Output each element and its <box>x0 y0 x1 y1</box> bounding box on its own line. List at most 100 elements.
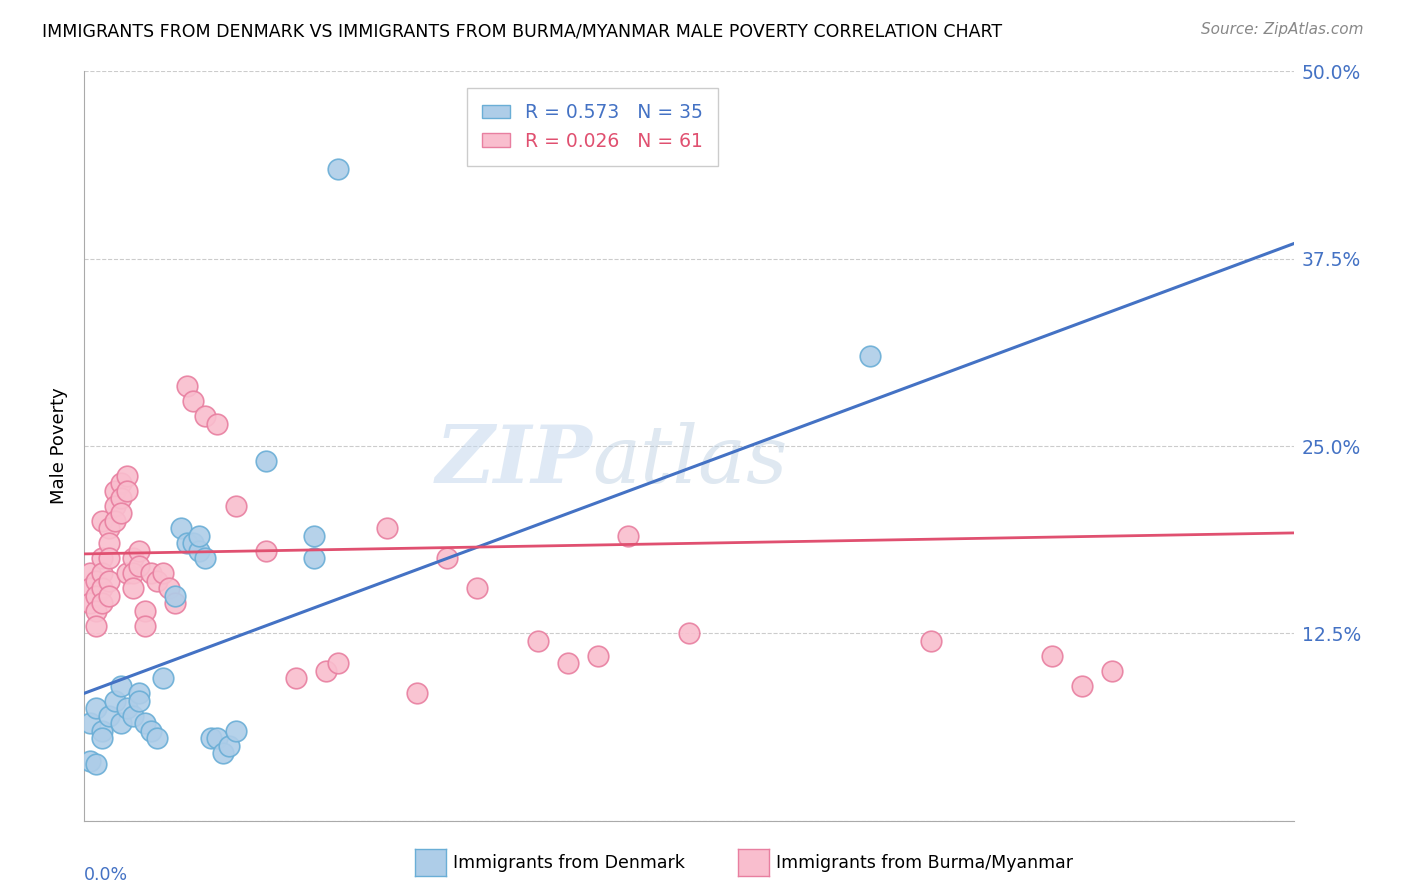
Point <box>225 499 247 513</box>
Point <box>194 551 217 566</box>
Text: 0.0%: 0.0% <box>84 865 128 884</box>
Point <box>86 701 108 715</box>
Point <box>1071 679 1094 693</box>
Text: Immigrants from Burma/Myanmar: Immigrants from Burma/Myanmar <box>776 854 1073 871</box>
Point <box>128 544 150 558</box>
Point <box>91 723 114 738</box>
Point <box>920 633 942 648</box>
Point <box>859 349 882 363</box>
Text: Immigrants from Denmark: Immigrants from Denmark <box>453 854 685 871</box>
Point <box>315 664 337 678</box>
Point <box>588 648 610 663</box>
Point <box>557 657 579 671</box>
Point <box>79 596 101 610</box>
Point <box>110 679 132 693</box>
Point <box>110 476 132 491</box>
Point <box>218 739 240 753</box>
Point <box>165 596 187 610</box>
Point <box>104 483 127 498</box>
Point <box>121 551 143 566</box>
Point <box>139 566 162 581</box>
Point <box>79 754 101 768</box>
Point <box>97 589 120 603</box>
Point <box>91 566 114 581</box>
Point <box>97 574 120 588</box>
Point <box>207 417 229 431</box>
Point <box>254 454 277 468</box>
Point <box>121 582 143 596</box>
Point <box>104 514 127 528</box>
Point <box>134 619 156 633</box>
Point <box>134 716 156 731</box>
Point <box>91 731 114 746</box>
Point <box>170 521 193 535</box>
Point <box>79 566 101 581</box>
Text: Source: ZipAtlas.com: Source: ZipAtlas.com <box>1201 22 1364 37</box>
Point <box>328 657 350 671</box>
Point <box>165 589 187 603</box>
Point <box>86 604 108 618</box>
Point <box>181 536 204 550</box>
Point <box>1040 648 1063 663</box>
Point <box>91 596 114 610</box>
Point <box>139 723 162 738</box>
Point <box>110 716 132 731</box>
Point <box>128 694 150 708</box>
Point <box>617 529 640 543</box>
Point <box>104 499 127 513</box>
Point <box>375 521 398 535</box>
Point <box>212 746 235 760</box>
Point <box>254 544 277 558</box>
Point <box>97 708 120 723</box>
Point <box>406 686 429 700</box>
Point <box>194 409 217 423</box>
Point <box>200 731 222 746</box>
Point <box>86 574 108 588</box>
Point <box>91 582 114 596</box>
Point <box>181 394 204 409</box>
Point <box>86 756 108 771</box>
Point <box>436 551 458 566</box>
Point <box>97 536 120 550</box>
Point <box>1101 664 1123 678</box>
Point <box>86 589 108 603</box>
Point <box>104 694 127 708</box>
Text: ZIP: ZIP <box>436 422 592 500</box>
Point <box>86 619 108 633</box>
Legend: R = 0.573   N = 35, R = 0.026   N = 61: R = 0.573 N = 35, R = 0.026 N = 61 <box>467 88 717 166</box>
Point <box>152 671 174 685</box>
Point <box>115 483 138 498</box>
Point <box>176 536 198 550</box>
Point <box>115 701 138 715</box>
Point <box>110 491 132 506</box>
Point <box>527 633 550 648</box>
Point <box>121 708 143 723</box>
Point <box>225 723 247 738</box>
Point <box>188 529 211 543</box>
Point <box>91 551 114 566</box>
Point <box>467 582 489 596</box>
Point <box>176 379 198 393</box>
Point <box>152 566 174 581</box>
Point <box>302 529 325 543</box>
Point <box>157 582 180 596</box>
Point <box>285 671 308 685</box>
Point <box>302 551 325 566</box>
Point <box>110 507 132 521</box>
Y-axis label: Male Poverty: Male Poverty <box>51 388 69 504</box>
Point <box>79 716 101 731</box>
Point <box>188 544 211 558</box>
Point <box>97 551 120 566</box>
Point <box>121 566 143 581</box>
Point <box>146 731 169 746</box>
Point <box>115 469 138 483</box>
Text: atlas: atlas <box>592 422 787 500</box>
Point <box>128 686 150 700</box>
Point <box>91 514 114 528</box>
Point <box>328 161 350 176</box>
Point <box>79 582 101 596</box>
Point <box>128 558 150 573</box>
Point <box>146 574 169 588</box>
Point <box>134 604 156 618</box>
Point <box>678 626 700 640</box>
